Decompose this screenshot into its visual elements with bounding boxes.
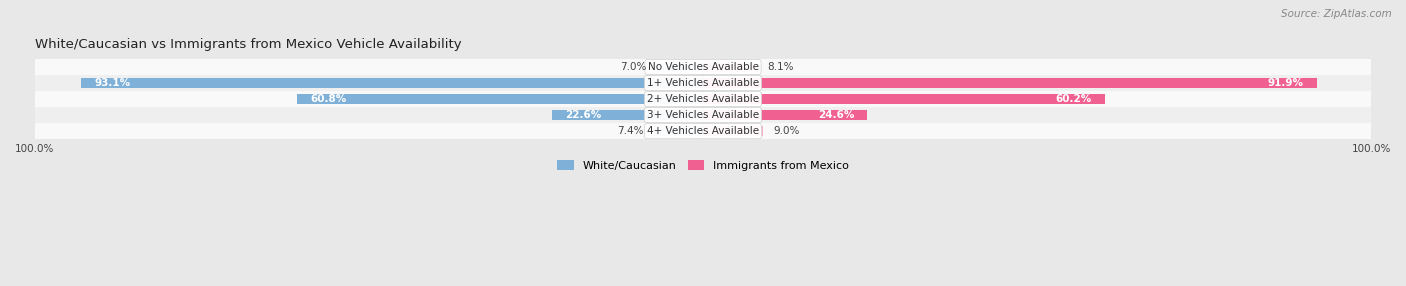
Bar [654, 126, 703, 136]
Bar [657, 62, 703, 72]
Legend: White/Caucasian, Immigrants from Mexico: White/Caucasian, Immigrants from Mexico [553, 156, 853, 175]
Text: 91.9%: 91.9% [1268, 78, 1303, 88]
Text: 9.0%: 9.0% [773, 126, 800, 136]
Text: 24.6%: 24.6% [818, 110, 853, 120]
Bar [703, 126, 763, 136]
Bar [297, 94, 703, 104]
Text: 93.1%: 93.1% [94, 78, 131, 88]
Bar [35, 123, 1371, 139]
Text: 1+ Vehicles Available: 1+ Vehicles Available [647, 78, 759, 88]
Bar [703, 94, 1105, 104]
Bar [703, 110, 868, 120]
Bar [35, 91, 1371, 107]
Bar [35, 75, 1371, 91]
Bar [703, 78, 1317, 88]
Text: 7.4%: 7.4% [617, 126, 644, 136]
Text: No Vehicles Available: No Vehicles Available [648, 62, 758, 72]
Text: 60.8%: 60.8% [311, 94, 346, 104]
Bar [35, 59, 1371, 75]
Text: White/Caucasian vs Immigrants from Mexico Vehicle Availability: White/Caucasian vs Immigrants from Mexic… [35, 38, 461, 51]
Text: 8.1%: 8.1% [768, 62, 793, 72]
Bar [80, 78, 703, 88]
Text: 7.0%: 7.0% [620, 62, 647, 72]
Text: 3+ Vehicles Available: 3+ Vehicles Available [647, 110, 759, 120]
Bar [703, 62, 758, 72]
Text: 2+ Vehicles Available: 2+ Vehicles Available [647, 94, 759, 104]
Text: 60.2%: 60.2% [1056, 94, 1092, 104]
Bar [553, 110, 703, 120]
Text: 22.6%: 22.6% [565, 110, 602, 120]
Text: 4+ Vehicles Available: 4+ Vehicles Available [647, 126, 759, 136]
Bar [35, 107, 1371, 123]
Text: Source: ZipAtlas.com: Source: ZipAtlas.com [1281, 9, 1392, 19]
